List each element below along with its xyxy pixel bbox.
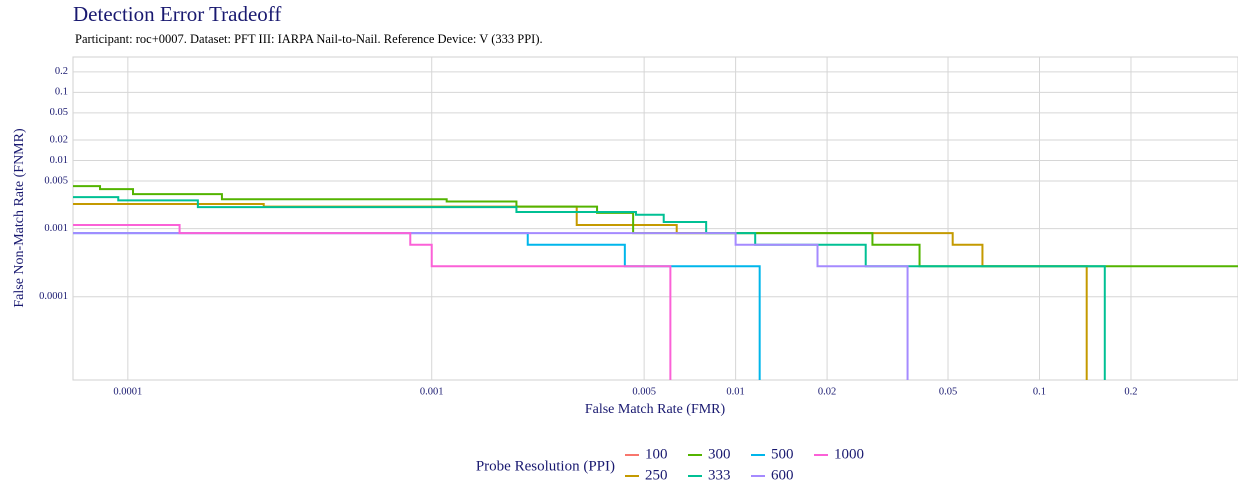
legend-label: 250 xyxy=(645,467,668,483)
chart-title: Detection Error Tradeoff xyxy=(73,2,281,26)
legend-label: 100 xyxy=(645,446,668,462)
x-tick-label: 0.2 xyxy=(1124,386,1137,397)
y-tick-label: 0.2 xyxy=(55,66,68,77)
y-tick-label: 0.0001 xyxy=(39,291,68,302)
x-tick-label: 0.05 xyxy=(939,386,957,397)
x-tick-label: 0.01 xyxy=(726,386,744,397)
det-curve xyxy=(73,185,1238,268)
y-tick-label: 0.05 xyxy=(50,107,68,118)
plot-panel xyxy=(72,56,1238,381)
legend-label: 600 xyxy=(771,467,794,483)
chart-subtitle: Participant: roc+0007. Dataset: PFT III:… xyxy=(75,32,543,46)
y-tick-label: 0.01 xyxy=(50,155,68,166)
legend-label: 300 xyxy=(708,446,731,462)
y-tick-label: 0.005 xyxy=(44,175,68,186)
legend-label: 1000 xyxy=(834,446,864,462)
y-axis-title: False Non-Match Rate (FNMR) xyxy=(12,128,27,308)
y-tick-label: 0.001 xyxy=(44,223,68,234)
legend-label: 500 xyxy=(771,446,794,462)
x-tick-label: 0.0001 xyxy=(113,386,142,397)
legend-title: Probe Resolution (PPI) xyxy=(476,458,615,474)
y-tick-label: 0.1 xyxy=(55,87,68,98)
x-tick-label: 0.02 xyxy=(818,386,836,397)
det-curve xyxy=(73,196,1106,380)
x-tick-label: 0.005 xyxy=(632,386,656,397)
x-tick-label: 0.001 xyxy=(420,386,444,397)
x-tick-label: 0.1 xyxy=(1033,386,1046,397)
det-curve xyxy=(73,232,909,380)
x-axis-title: False Match Rate (FMR) xyxy=(585,402,726,417)
y-tick-label: 0.02 xyxy=(50,134,68,145)
det-curve xyxy=(73,223,672,380)
legend-label: 333 xyxy=(708,467,731,483)
